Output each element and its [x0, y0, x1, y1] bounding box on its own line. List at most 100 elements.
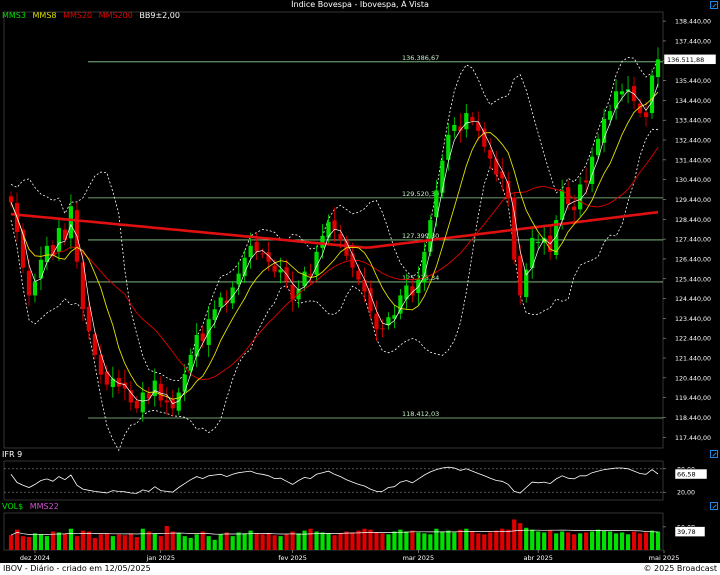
volume-bar	[218, 534, 223, 550]
candle-body	[578, 184, 583, 210]
candle-body	[619, 91, 625, 95]
candle-body	[80, 262, 85, 310]
candle-body	[607, 111, 613, 120]
candle-body	[20, 229, 26, 268]
volume-bar	[284, 534, 289, 550]
volume-bar	[242, 533, 247, 550]
volume-bar	[404, 531, 409, 550]
volume-bar	[38, 534, 44, 550]
volume-bar	[578, 533, 583, 550]
volume-bar	[386, 534, 391, 550]
candle-body	[530, 237, 535, 269]
y-tick-label: 117.440,00	[675, 435, 711, 442]
candle-body	[422, 251, 427, 283]
candle-body	[494, 158, 499, 175]
sma8-line	[10, 91, 659, 400]
volume-bar	[326, 533, 331, 550]
candle-body	[326, 222, 331, 238]
legend-mms20: MMS20	[63, 11, 93, 20]
candle-body	[368, 288, 373, 312]
y-tick-label: 133.440,00	[675, 118, 711, 125]
volume-bar	[500, 528, 505, 550]
candle-body	[200, 333, 205, 341]
volume-bar	[380, 533, 385, 550]
volume-bar	[410, 530, 415, 550]
bollinger-upper	[10, 57, 659, 382]
volume-bar	[566, 532, 571, 550]
volume-bar	[625, 534, 631, 550]
volume-bar	[98, 534, 103, 550]
main-plot-frame	[3, 11, 664, 449]
volume-bar	[116, 534, 121, 550]
candle-body	[637, 103, 643, 114]
candle-body	[188, 354, 193, 371]
candle-body	[278, 269, 283, 273]
volume-bar	[464, 528, 469, 550]
volume-expand-icon[interactable]	[710, 502, 718, 510]
price-chart[interactable]: 136.386,67 129.520,30 127.399,30 125.278,34…	[0, 0, 720, 563]
candle-body	[572, 206, 577, 211]
candle-body	[392, 315, 397, 319]
sma20-line	[10, 146, 659, 380]
footer-caption: IBOV - Diário - criado em 12/05/2025	[3, 564, 151, 573]
candle-body	[92, 334, 97, 355]
volume-bar	[56, 532, 62, 550]
y-tick-label: 131.440,00	[675, 157, 711, 164]
volume-bar	[637, 533, 643, 550]
volume-bar	[86, 531, 91, 550]
legend-mms8: MMS8	[32, 11, 57, 20]
candle-body	[218, 297, 223, 307]
candle-body	[146, 393, 151, 399]
candle-body	[488, 149, 493, 159]
volume-bar	[452, 532, 457, 550]
volume-bar	[278, 536, 283, 550]
y-tick-label: 123.440,00	[675, 316, 711, 323]
volume-bar	[314, 531, 319, 550]
x-tick-label: abr 2025	[523, 554, 552, 562]
legend-mms3: MMS3	[2, 11, 26, 20]
volume-bar	[290, 531, 295, 550]
volume-sma-label: MMS22	[29, 502, 59, 511]
volume-bar	[50, 531, 56, 550]
y-tick-label: 119.440,00	[675, 395, 711, 402]
volume-bar	[601, 530, 607, 550]
volume-bar	[152, 533, 157, 550]
candle-body	[140, 392, 145, 413]
candle-body	[176, 392, 181, 411]
volume-bar	[62, 533, 68, 550]
volume-bar	[332, 535, 337, 550]
candle-body	[386, 317, 391, 326]
candle-body	[362, 279, 367, 292]
volume-bar	[74, 536, 79, 550]
volume-bar	[649, 530, 655, 550]
volume-bar	[188, 537, 193, 550]
rsi-panel-title: IFR 9	[2, 450, 23, 459]
sma3-line	[10, 83, 659, 405]
level-label: 125.278,34	[402, 274, 439, 282]
candle-body	[104, 371, 109, 385]
legend-bollinger: BB9±2,00	[139, 11, 180, 20]
rsi-expand-icon[interactable]	[710, 450, 718, 458]
y-tick-label: 135.440,00	[675, 78, 711, 85]
candle-body	[272, 265, 277, 272]
candle-body	[68, 206, 74, 239]
volume-bar	[194, 534, 199, 550]
volume-bar	[176, 533, 181, 550]
legend-mms200: MMS200	[98, 11, 133, 20]
candle-body	[266, 252, 271, 262]
volume-bar	[206, 536, 211, 550]
expand-icon[interactable]	[710, 1, 718, 9]
candle-body	[50, 245, 56, 256]
candle-body	[356, 270, 361, 280]
candle-body	[62, 229, 68, 240]
candle-body	[242, 257, 247, 276]
y-tick-label: 126.440,00	[675, 256, 711, 263]
volume-bar	[542, 532, 547, 550]
volume-bar	[458, 529, 463, 550]
volume-bar	[212, 539, 217, 550]
window-title-bar: Índice Bovespa - Ibovespa, À Vista	[0, 0, 720, 10]
candle-body	[86, 306, 91, 332]
rsi-tick-label: 20,00	[677, 490, 695, 497]
volume-bar	[320, 532, 325, 550]
y-tick-label: 120.440,00	[675, 375, 711, 382]
